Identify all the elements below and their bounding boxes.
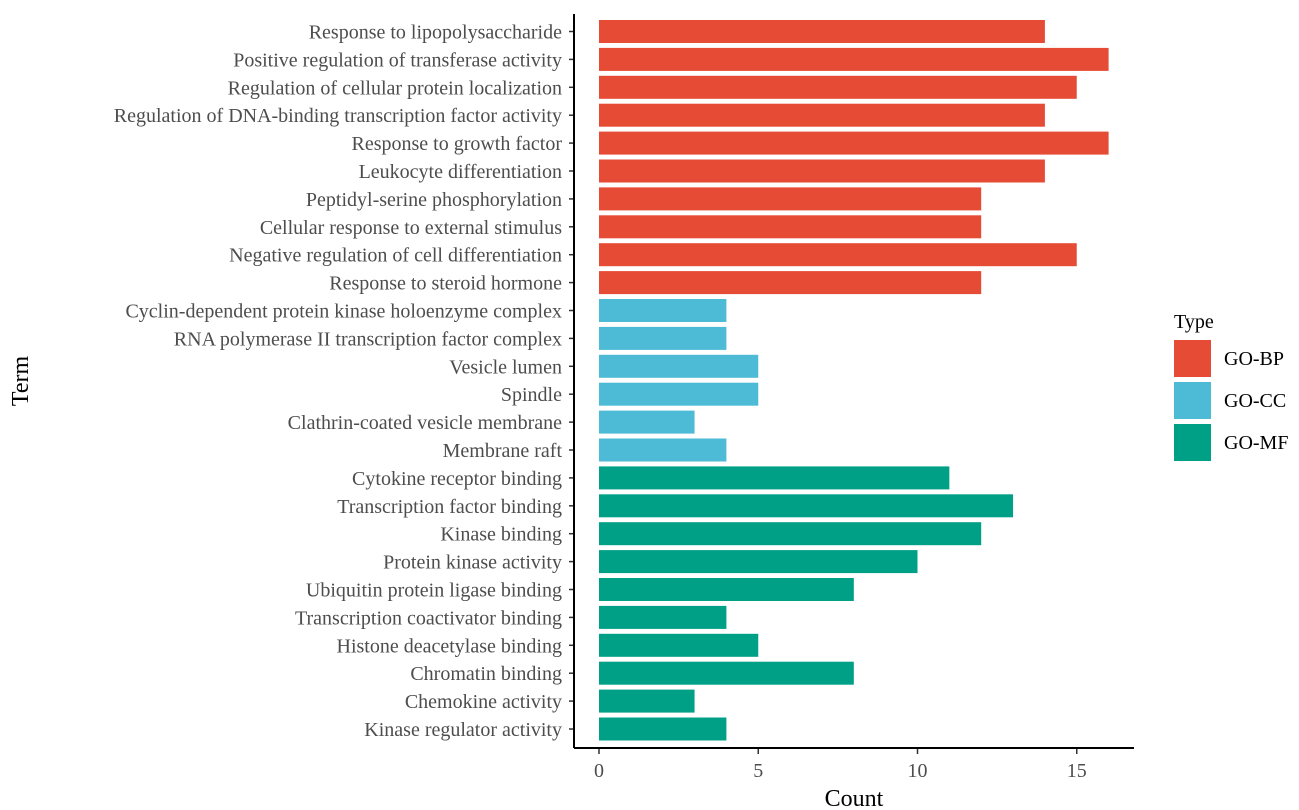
bar <box>599 243 1077 267</box>
legend-swatch <box>1174 382 1211 419</box>
bar <box>599 299 727 322</box>
y-tick-label: Ubiquitin protein ligase binding <box>306 580 562 602</box>
y-tick-label: Negative regulation of cell differentiat… <box>229 245 562 267</box>
bar <box>599 717 727 741</box>
y-tick-label: Histone deacetylase binding <box>337 635 563 657</box>
bar <box>599 410 695 434</box>
bar <box>599 661 854 685</box>
bar <box>599 550 918 574</box>
y-axis-title: Term <box>8 356 34 407</box>
y-tick-label: Response to lipopolysaccharide <box>309 22 562 44</box>
legend-swatch <box>1174 424 1211 461</box>
y-tick-label: Transcription coactivator binding <box>295 607 562 629</box>
bar <box>599 47 1109 71</box>
y-tick-label: Membrane raft <box>443 440 563 462</box>
legend-label: GO-BP <box>1224 348 1284 370</box>
y-tick-label: Positive regulation of transferase activ… <box>233 49 562 71</box>
y-tick-label: Regulation of DNA-binding transcription … <box>114 105 562 127</box>
bar <box>599 20 1045 43</box>
x-axis-title: Count <box>825 786 884 810</box>
y-tick-label: Response to growth factor <box>351 133 562 155</box>
bar <box>599 271 982 295</box>
bar <box>599 326 727 350</box>
legend-label: GO-MF <box>1224 432 1288 454</box>
x-tick-label: 15 <box>1067 760 1087 782</box>
bars-group <box>599 20 1109 741</box>
y-tick-label: Protein kinase activity <box>383 552 562 574</box>
bar <box>599 187 982 211</box>
bar <box>599 159 1045 183</box>
legend-swatch <box>1174 340 1211 377</box>
legend-title: Type <box>1174 311 1214 333</box>
y-tick-label: Vesicle lumen <box>449 356 562 378</box>
y-tick-label: Cytokine receptor binding <box>352 468 562 490</box>
bar <box>599 605 727 629</box>
bar <box>599 382 759 406</box>
bar <box>599 75 1077 99</box>
x-tick-label: 0 <box>594 760 604 782</box>
y-tick-label: Cyclin-dependent protein kinase holoenzy… <box>125 301 562 323</box>
y-tick-label: Transcription factor binding <box>337 496 562 518</box>
y-tick-label: Leukocyte differentiation <box>359 161 562 183</box>
bar <box>599 466 950 490</box>
legend: Type GO-BP GO-CC GO-MF <box>1174 311 1288 461</box>
legend-label: GO-CC <box>1224 390 1286 412</box>
y-tick-label: Kinase binding <box>440 524 562 546</box>
bar <box>599 354 759 378</box>
y-tick-label: Chemokine activity <box>405 691 562 713</box>
bar <box>599 494 1014 518</box>
y-tick-label: Regulation of cellular protein localizat… <box>228 77 562 99</box>
y-tick-label: Cellular response to external stimulus <box>260 217 562 239</box>
bar <box>599 131 1109 155</box>
bar <box>599 578 854 601</box>
y-tick-label: RNA polymerase II transcription factor c… <box>174 328 562 350</box>
bar <box>599 633 759 657</box>
y-tick-label: Peptidyl-serine phosphorylation <box>306 189 562 211</box>
bar <box>599 689 695 713</box>
y-tick-label: Spindle <box>501 384 562 406</box>
bar <box>599 215 982 239</box>
bar <box>599 103 1045 127</box>
x-tick-label: 10 <box>908 760 928 782</box>
bar <box>599 438 727 462</box>
y-tick-label: Clathrin-coated vesicle membrane <box>288 412 562 434</box>
bar <box>599 522 982 546</box>
x-tick-label: 5 <box>753 760 763 782</box>
y-tick-label: Kinase regulator activity <box>364 719 562 741</box>
x-ticks: 0 5 10 15 <box>594 748 1087 782</box>
y-tick-labels: Response to lipopolysaccharide Positive r… <box>114 22 563 742</box>
y-tick-label: Chromatin binding <box>410 663 562 685</box>
y-tick-label: Response to steroid hormone <box>329 273 562 295</box>
